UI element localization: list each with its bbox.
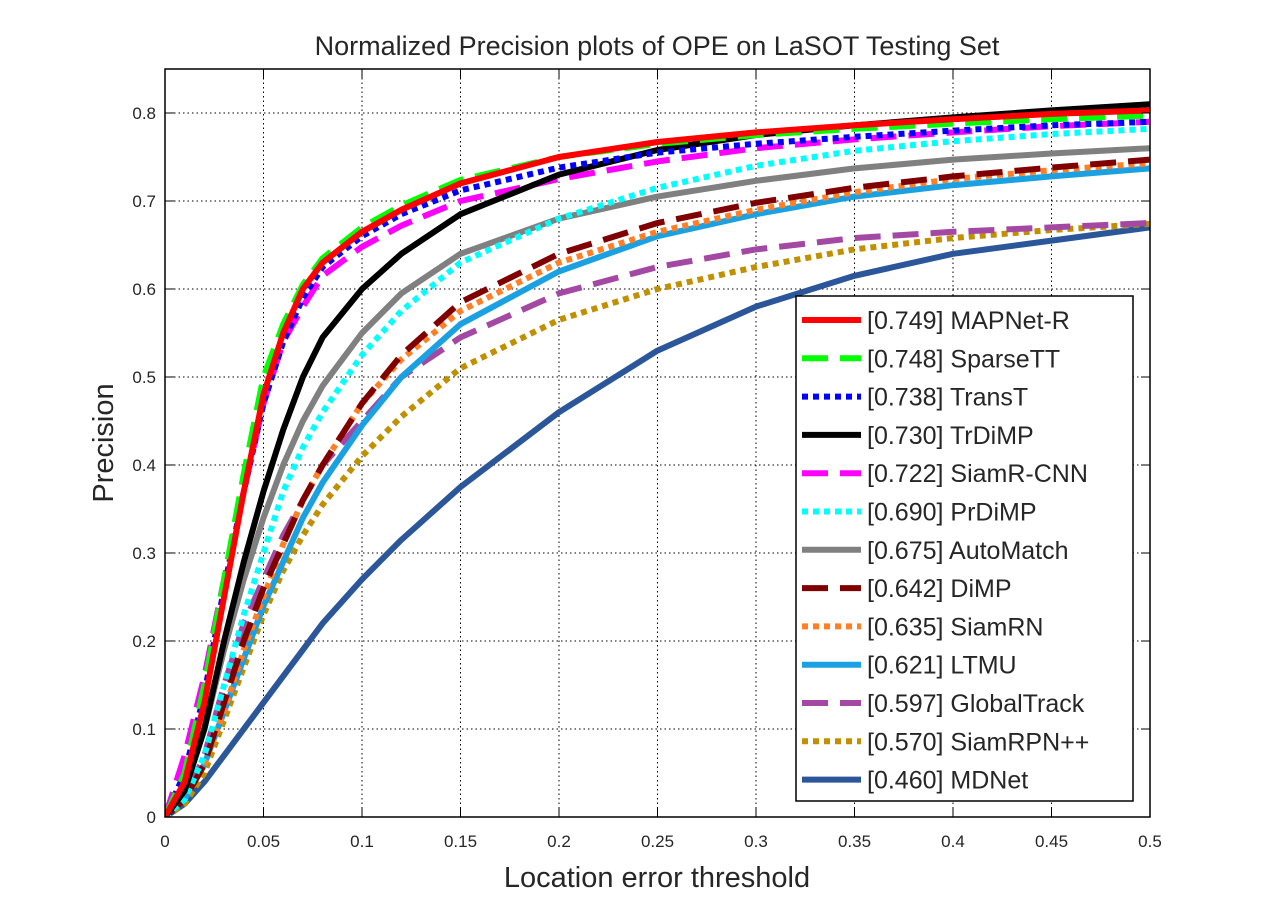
x-tick-label: 0.3 bbox=[744, 832, 768, 851]
legend-label-siamr-cnn: [0.722] SiamR-CNN bbox=[867, 460, 1088, 488]
legend-label-trdimp: [0.730] TrDiMP bbox=[867, 422, 1034, 450]
y-tick-label: 0.7 bbox=[132, 192, 156, 211]
legend-label-automatch: [0.675] AutoMatch bbox=[867, 537, 1069, 565]
x-tick-label: 0.5 bbox=[1138, 832, 1162, 851]
x-axis-label: Location error threshold bbox=[504, 862, 810, 894]
chart-title: Normalized Precision plots of OPE on LaS… bbox=[315, 31, 1000, 61]
series-line-mapnet-r bbox=[165, 107, 1150, 817]
y-axis-label: Precision bbox=[88, 383, 120, 502]
legend: [0.749] MAPNet-R [0.748] SparseTT [0.738] … bbox=[795, 295, 1134, 802]
x-ticks: 0 0.05 0.1 0.15 0.2 0.25 0.3 0.35 0.4 0.45 0.5 bbox=[160, 69, 1162, 851]
legend-label-mdnet: [0.460] MDNet bbox=[867, 767, 1028, 795]
y-tick-label: 0.5 bbox=[132, 368, 156, 387]
series-layer bbox=[165, 101, 1150, 817]
series-line-sparsett bbox=[165, 112, 1150, 817]
series-line-dimp bbox=[165, 156, 1150, 817]
x-tick-label: 0.2 bbox=[547, 832, 571, 851]
y-tick-label: 0.6 bbox=[132, 280, 156, 299]
legend-label-siamrpn-: [0.570] SiamRPN++ bbox=[867, 728, 1089, 756]
legend-label-ltmu: [0.621] LTMU bbox=[867, 652, 1017, 680]
legend-label-mapnet-r: [0.749] MAPNet-R bbox=[867, 307, 1070, 335]
y-tick-label: 0.2 bbox=[132, 632, 156, 651]
y-tick-label: 0.4 bbox=[132, 456, 156, 475]
x-tick-label: 0 bbox=[160, 832, 169, 851]
series-line-mdnet bbox=[165, 224, 1150, 817]
x-tick-label: 0.45 bbox=[1035, 832, 1068, 851]
legend-label-siamrn: [0.635] SiamRN bbox=[867, 613, 1043, 641]
x-tick-label: 0.4 bbox=[941, 832, 965, 851]
legend-label-transt: [0.738] TransT bbox=[867, 384, 1028, 412]
x-tick-label: 0.15 bbox=[444, 832, 477, 851]
y-tick-label: 0.1 bbox=[132, 720, 156, 739]
y-tick-label: 0 bbox=[147, 808, 156, 827]
y-tick-label: 0.3 bbox=[132, 544, 156, 563]
series-line-prdimp bbox=[165, 125, 1150, 817]
x-tick-label: 0.25 bbox=[641, 832, 674, 851]
legend-label-prdimp: [0.690] PrDiMP bbox=[867, 499, 1037, 527]
legend-label-globaltrack: [0.597] GlobalTrack bbox=[867, 690, 1085, 718]
y-tick-label: 0.8 bbox=[132, 104, 156, 123]
legend-label-sparsett: [0.748] SparseTT bbox=[867, 345, 1060, 373]
x-tick-label: 0.05 bbox=[247, 832, 280, 851]
legend-label-dimp: [0.642] DiMP bbox=[867, 575, 1012, 603]
x-tick-label: 0.1 bbox=[350, 832, 374, 851]
x-tick-label: 0.35 bbox=[838, 832, 871, 851]
y-ticks: 0 0.1 0.2 0.3 0.4 0.5 0.6 0.7 0.8 bbox=[132, 104, 1150, 827]
